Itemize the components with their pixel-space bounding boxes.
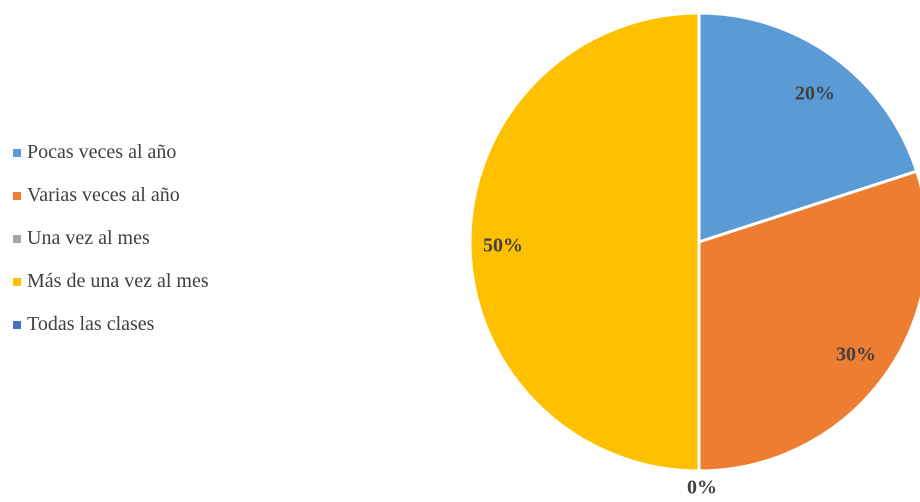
legend-label: Más de una vez al mes [27,270,209,292]
legend-item: Todas las clases [13,310,209,339]
pie-slice [697,169,920,473]
legend-item: Una vez al mes [13,224,209,253]
chart-legend: Pocas veces al año Varias veces al año U… [13,138,209,353]
pie-slices [468,11,920,473]
legend-swatch [13,148,21,157]
data-label: 50% [483,235,523,257]
legend-item: Más de una vez al mes [13,267,209,296]
pie-slice [468,11,701,473]
data-label: 0% [687,477,717,499]
legend-label: Todas las clases [27,313,155,335]
data-label: 30% [836,344,876,366]
legend-swatch [13,320,21,329]
pie-slice [697,11,919,244]
legend-label: Varias veces al año [27,184,180,206]
data-labels: 20% 30% 50% 0% [483,83,876,499]
legend-swatch [13,234,21,243]
legend-item: Varias veces al año [13,181,209,210]
legend-item: Pocas veces al año [13,138,209,167]
data-label: 20% [795,83,835,105]
legend-swatch [13,191,21,200]
legend-swatch [13,277,21,286]
legend-label: Pocas veces al año [27,141,177,163]
legend-label: Una vez al mes [27,227,150,249]
